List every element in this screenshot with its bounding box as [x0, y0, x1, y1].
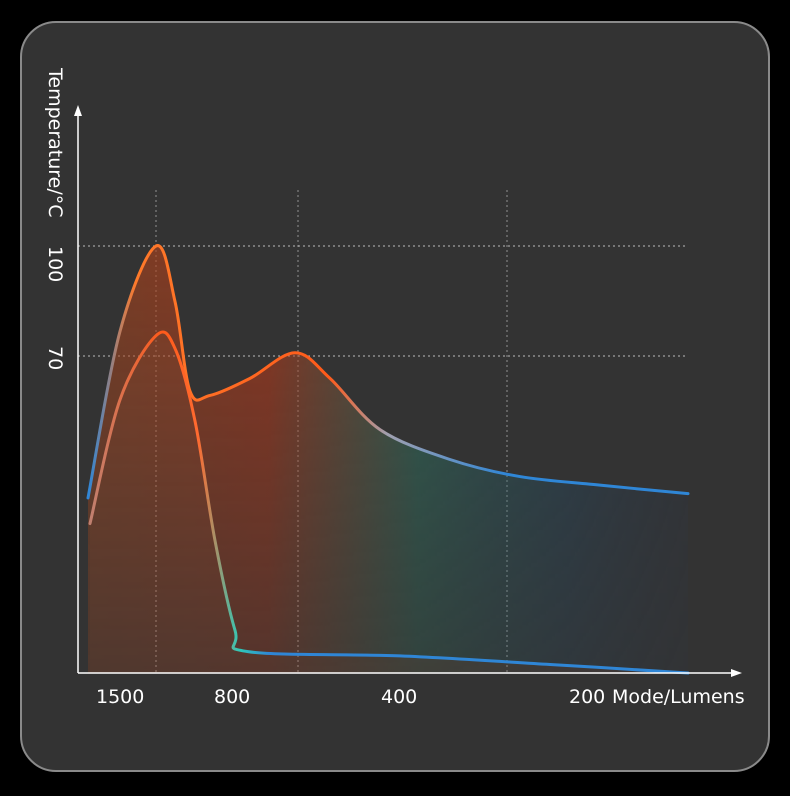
- x-axis-label: Mode/Lumens: [612, 686, 745, 708]
- series-area: [90, 331, 688, 673]
- y-axis-label: Temperature/°C: [44, 67, 66, 218]
- y-tick-70: 70: [44, 346, 66, 370]
- x-tick-400: 400: [381, 686, 417, 708]
- series-area: [88, 245, 688, 673]
- y-tick-100: 100: [44, 246, 66, 282]
- x-tick-200: 200: [569, 686, 605, 708]
- x-axis-arrow-icon: [731, 669, 742, 677]
- x-tick-1500: 1500: [96, 686, 144, 708]
- series-line: [86, 244, 690, 500]
- x-tick-800: 800: [214, 686, 250, 708]
- y-axis-arrow-icon: [74, 105, 82, 116]
- series-line: [88, 330, 690, 675]
